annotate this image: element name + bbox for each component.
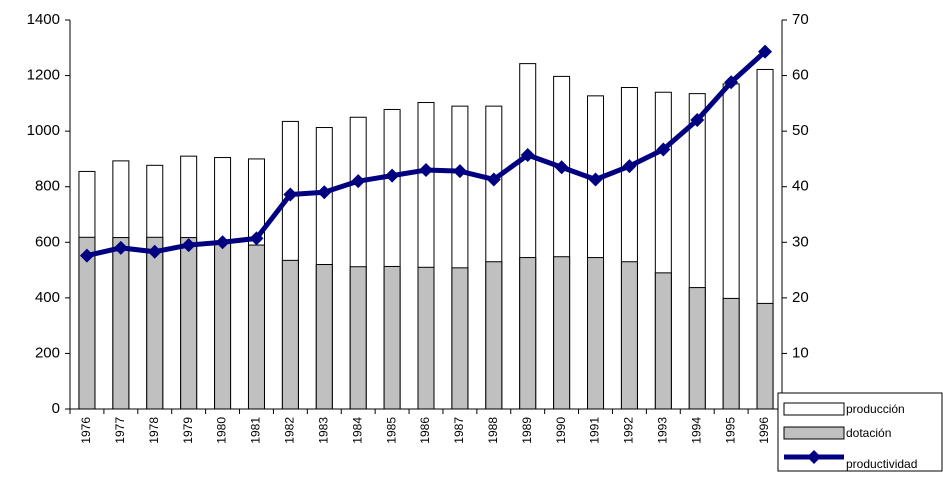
y-tick-label: 400 [35, 289, 60, 306]
y-tick-label: 1200 [27, 67, 60, 84]
x-tick-label: 1994 [689, 417, 703, 444]
x-tick-label: 1985 [384, 417, 398, 444]
bar [112, 237, 130, 410]
marker [79, 248, 94, 263]
x-tick-label: 1996 [757, 417, 771, 444]
x-tick-label: 1988 [486, 417, 500, 444]
marker [622, 159, 637, 174]
bar [180, 237, 198, 410]
y2-tick-label: 30 [792, 233, 809, 250]
x-tick-label: 1990 [554, 417, 568, 444]
bar [417, 266, 435, 410]
y2-tick-label: 70 [792, 11, 809, 28]
x-tick-label: 1982 [283, 417, 297, 444]
marker [758, 44, 773, 59]
y2-tick-label: 60 [792, 67, 809, 84]
bar [451, 267, 469, 410]
marker [656, 142, 671, 157]
x-tick-label: 1984 [350, 417, 364, 444]
legend-marker [807, 450, 821, 464]
bar [553, 256, 571, 410]
x-tick-label: 1977 [113, 417, 127, 444]
bar [315, 264, 333, 410]
y-tick-label: 200 [35, 344, 60, 361]
x-tick-label: 1981 [249, 417, 263, 444]
y-tick-label: 800 [35, 178, 60, 195]
y2-tick-label: 50 [792, 122, 809, 139]
x-tick-label: 1995 [723, 417, 737, 444]
marker [147, 244, 162, 259]
marker [452, 164, 467, 179]
bar [587, 257, 605, 410]
bar [146, 236, 164, 410]
marker [249, 231, 264, 246]
bar [383, 265, 401, 410]
marker [724, 75, 739, 90]
marker [486, 172, 501, 187]
x-tick-label: 1976 [79, 417, 93, 444]
marker [283, 187, 298, 202]
bar [78, 236, 96, 410]
marker [351, 174, 366, 189]
y-tick-label: 0 [52, 400, 60, 417]
x-tick-label: 1986 [418, 417, 432, 444]
bar [519, 257, 537, 410]
x-tick-label: 1987 [452, 417, 466, 444]
y2-tick-label: 10 [792, 344, 809, 361]
legend-swatch [783, 402, 845, 416]
bar [247, 244, 265, 410]
x-tick-label: 1979 [181, 417, 195, 444]
marker [588, 172, 603, 187]
x-tick-label: 1989 [520, 417, 534, 444]
bar [756, 302, 774, 410]
bar [349, 266, 367, 410]
y2-tick-label: 20 [792, 289, 809, 306]
legend-label: producción [846, 402, 905, 416]
x-tick-label: 1983 [316, 417, 330, 444]
marker [385, 168, 400, 183]
x-tick-label: 1991 [588, 417, 602, 444]
marker [690, 113, 705, 128]
x-tick-label: 1993 [656, 417, 670, 444]
marker [520, 148, 535, 163]
bar [688, 287, 706, 410]
bar [620, 261, 638, 410]
marker [113, 240, 128, 255]
marker [181, 238, 196, 253]
x-tick-label: 1992 [622, 417, 636, 444]
marker [554, 160, 569, 175]
bar [654, 272, 672, 410]
marker [419, 163, 433, 178]
bar [485, 261, 503, 410]
bar [214, 240, 232, 410]
legend-swatch [783, 426, 845, 440]
y-tick-label: 600 [35, 233, 60, 250]
y-tick-label: 1400 [27, 11, 60, 28]
x-tick-label: 1978 [147, 417, 161, 444]
x-tick-label: 1980 [215, 417, 229, 444]
legend-label: dotación [846, 426, 891, 440]
y2-tick-label: 40 [792, 178, 809, 195]
y-tick-label: 1000 [27, 122, 60, 139]
marker [317, 185, 332, 200]
bar [722, 297, 740, 410]
marker [215, 235, 230, 250]
bar [281, 259, 299, 410]
legend-label: productividad [846, 457, 917, 471]
